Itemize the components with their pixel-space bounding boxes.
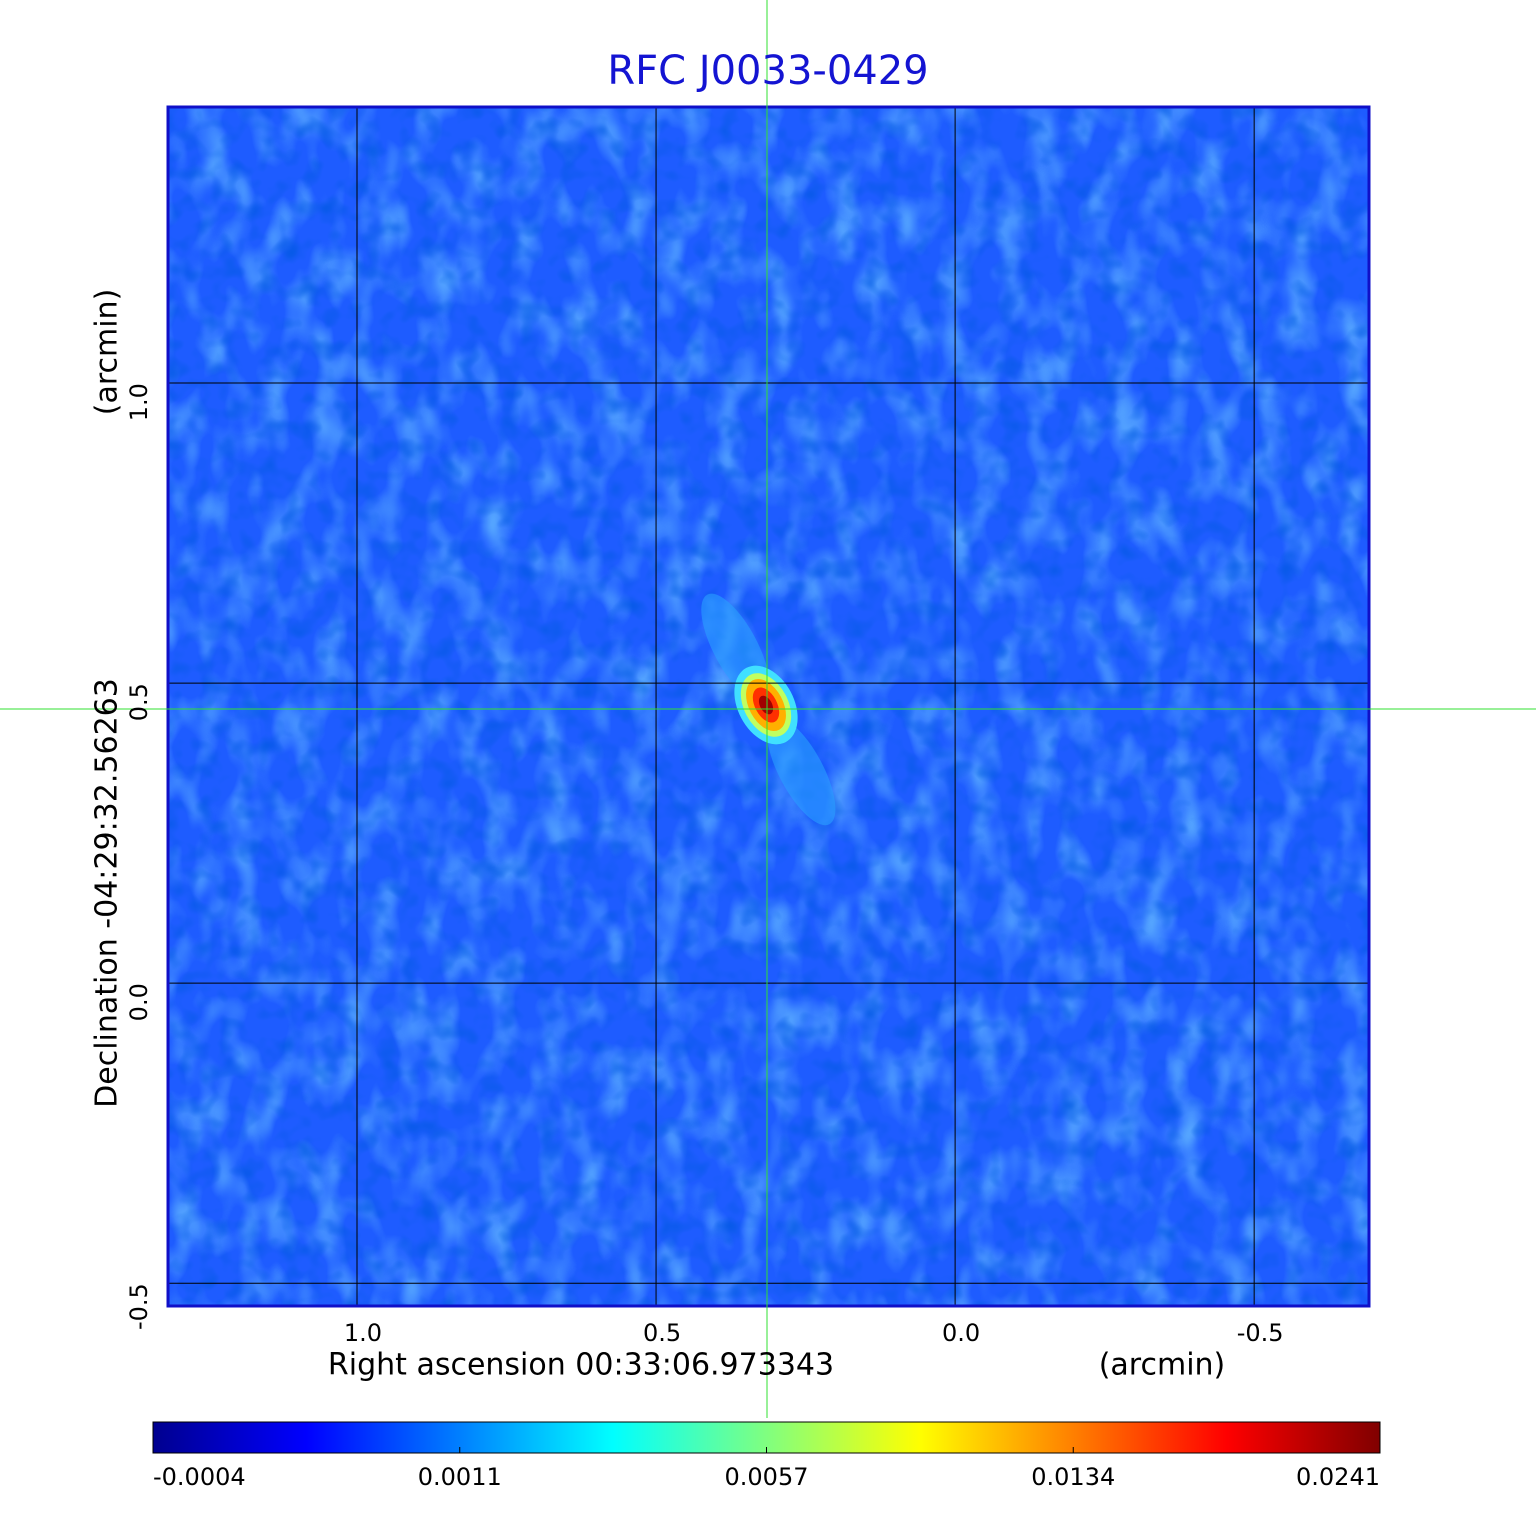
y-tick-label: 1.0 — [125, 383, 153, 421]
image — [168, 107, 1369, 1306]
y-tick-label: 0.5 — [125, 683, 153, 721]
y-axis-label: Declination -04:29:32.56263 — [90, 678, 125, 1108]
plot-frame — [166, 105, 1371, 1308]
colorbar-tick-label: 0.0241 — [1296, 1463, 1380, 1491]
source — [701, 593, 836, 826]
grid — [168, 107, 1369, 1306]
colorbar-tick-label: 0.0134 — [1031, 1463, 1115, 1491]
chart-title: RFC J0033-0429 — [607, 48, 928, 94]
y-axis-unit: (arcmin) — [90, 289, 125, 416]
x-tick-label: 1.0 — [344, 1319, 382, 1347]
colorbar-tick-label: 0.0011 — [418, 1463, 502, 1491]
x-axis-label: Right ascension 00:33:06.973343 — [328, 1348, 834, 1383]
colorbar-tick-label: -0.0004 — [153, 1463, 246, 1491]
x-tick-label: 0.5 — [643, 1319, 681, 1347]
x-tick-label: 0.0 — [942, 1319, 980, 1347]
colorbar-tick-label: 0.0057 — [725, 1463, 809, 1491]
x-axis-unit: (arcmin) — [1099, 1348, 1226, 1383]
x-tick-label: -0.5 — [1237, 1319, 1284, 1347]
y-tick-label: -0.5 — [125, 1283, 153, 1330]
y-tick-label: 0.0 — [125, 983, 153, 1021]
